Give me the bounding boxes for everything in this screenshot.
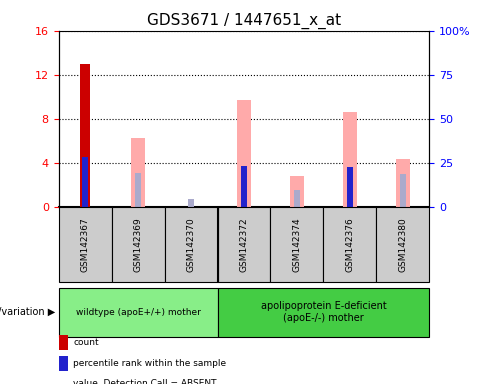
Bar <box>270 207 324 282</box>
Text: GSM142380: GSM142380 <box>398 217 407 272</box>
Bar <box>218 288 429 337</box>
Text: GSM142370: GSM142370 <box>186 217 196 272</box>
Text: genotype/variation ▶: genotype/variation ▶ <box>0 307 55 317</box>
Bar <box>289 176 305 207</box>
Text: percentile rank within the sample: percentile rank within the sample <box>73 359 226 367</box>
Bar <box>59 207 112 282</box>
Text: GSM142369: GSM142369 <box>134 217 142 272</box>
Text: GSM142372: GSM142372 <box>240 217 248 271</box>
Text: apolipoprotein E-deficient
(apoE-/-) mother: apolipoprotein E-deficient (apoE-/-) mot… <box>261 301 386 323</box>
Bar <box>396 159 410 207</box>
Bar <box>400 174 407 207</box>
Bar <box>343 112 357 207</box>
Bar <box>59 288 218 337</box>
Bar <box>82 157 88 207</box>
Bar <box>294 190 301 207</box>
Bar <box>187 199 194 207</box>
Bar <box>59 356 68 371</box>
Bar <box>347 167 353 207</box>
Bar <box>131 138 145 207</box>
Bar <box>237 100 251 207</box>
Bar <box>218 207 270 282</box>
Bar <box>135 173 142 207</box>
Text: GSM142374: GSM142374 <box>292 217 302 271</box>
Bar <box>242 166 246 207</box>
Bar <box>324 207 376 282</box>
Text: value, Detection Call = ABSENT: value, Detection Call = ABSENT <box>73 379 217 384</box>
Bar <box>59 335 68 350</box>
Bar <box>241 166 247 207</box>
Title: GDS3671 / 1447651_x_at: GDS3671 / 1447651_x_at <box>147 13 341 29</box>
Text: GSM142367: GSM142367 <box>81 217 90 272</box>
Bar <box>376 207 429 282</box>
Text: count: count <box>73 338 99 347</box>
Text: GSM142376: GSM142376 <box>346 217 354 272</box>
Bar <box>59 376 68 384</box>
Bar <box>164 207 218 282</box>
Bar <box>81 64 90 207</box>
Text: wildtype (apoE+/+) mother: wildtype (apoE+/+) mother <box>76 308 201 317</box>
Bar <box>346 167 353 207</box>
Bar <box>112 207 164 282</box>
